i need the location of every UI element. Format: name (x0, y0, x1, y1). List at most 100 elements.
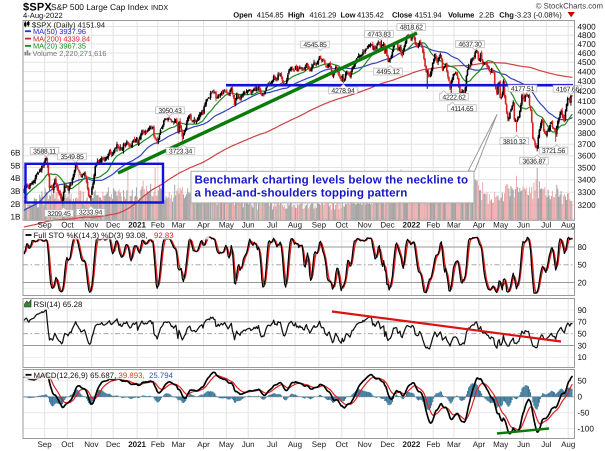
svg-text:4151.94: 4151.94 (415, 11, 442, 20)
svg-text:4161.29: 4161.29 (310, 11, 337, 20)
svg-text:50: 50 (578, 261, 588, 270)
svg-text:May: May (493, 220, 508, 229)
svg-text:4800: 4800 (578, 31, 597, 40)
svg-text:Jun: Jun (242, 440, 255, 449)
svg-text:2.2B: 2.2B (479, 11, 494, 20)
svg-text:3800: 3800 (578, 129, 597, 138)
svg-text:4177.51: 4177.51 (511, 86, 535, 93)
svg-text:4278.94: 4278.94 (331, 88, 355, 95)
svg-text:4100: 4100 (578, 97, 597, 106)
svg-text:Sep: Sep (312, 440, 327, 449)
svg-text:Apr: Apr (473, 220, 486, 229)
svg-text:4700: 4700 (578, 40, 597, 49)
svg-text:Apr: Apr (473, 440, 486, 449)
svg-text:May: May (493, 440, 508, 449)
svg-text:Oct: Oct (336, 220, 349, 229)
svg-text:4-Aug-2022: 4-Aug-2022 (23, 11, 63, 20)
svg-text:Feb: Feb (151, 440, 165, 449)
svg-text:INDX: INDX (151, 3, 168, 12)
svg-text:Apr: Apr (197, 440, 210, 449)
svg-text:Jun: Jun (517, 440, 530, 449)
svg-text:Volume: Volume (448, 11, 474, 20)
svg-text:4637.30: 4637.30 (458, 42, 482, 49)
svg-text:Benchmark charting levels belo: Benchmark charting levels below the neck… (195, 174, 469, 187)
svg-text:MA(50) 3937.96: MA(50) 3937.96 (33, 27, 86, 36)
svg-text:Sep: Sep (37, 220, 52, 229)
svg-text:4400: 4400 (578, 67, 597, 76)
svg-text:Dec: Dec (380, 220, 394, 229)
svg-text:4495.12: 4495.12 (376, 69, 400, 76)
svg-text:Open: Open (233, 11, 252, 20)
svg-text:4600: 4600 (578, 49, 597, 58)
svg-text:Dec: Dec (106, 440, 120, 449)
svg-text:-100: -100 (578, 424, 595, 433)
svg-text:4135.42: 4135.42 (357, 11, 384, 20)
svg-text:4B: 4B (10, 174, 21, 183)
svg-text:39.893,: 39.893, (119, 371, 145, 380)
svg-text:3636.87: 3636.87 (522, 158, 546, 165)
svg-text:Mar: Mar (172, 220, 186, 229)
svg-text:2021: 2021 (128, 220, 146, 229)
svg-text:Dec: Dec (106, 220, 120, 229)
svg-text:3400: 3400 (578, 175, 597, 184)
svg-text:Apr: Apr (197, 220, 210, 229)
svg-text:3300: 3300 (578, 188, 597, 197)
svg-text:0: 0 (578, 393, 583, 402)
svg-text:$SPX: $SPX (23, 2, 52, 14)
svg-text:4200: 4200 (578, 87, 597, 96)
svg-text:80: 80 (578, 243, 588, 252)
svg-text:2022: 2022 (403, 440, 421, 449)
svg-text:30: 30 (578, 341, 588, 350)
svg-text:Nov: Nov (358, 220, 372, 229)
svg-text:S&P 500 Large Cap Index: S&P 500 Large Cap Index (51, 2, 149, 12)
svg-text:Jun: Jun (517, 220, 530, 229)
svg-text:Sep: Sep (312, 220, 327, 229)
svg-text:1B: 1B (10, 213, 21, 222)
svg-text:MACD(12,26,9) 65.687,: MACD(12,26,9) 65.687, (34, 371, 117, 380)
svg-text:Jul: Jul (267, 220, 277, 229)
svg-text:4300: 4300 (578, 77, 597, 86)
svg-text:Feb: Feb (151, 220, 165, 229)
svg-text:-50: -50 (578, 409, 590, 418)
svg-text:3950.43: 3950.43 (158, 108, 182, 115)
svg-text:Close: Close (392, 11, 412, 20)
svg-text:Jul: Jul (267, 440, 277, 449)
svg-text:4114.65: 4114.65 (451, 106, 474, 113)
svg-text:Nov: Nov (84, 220, 98, 229)
svg-text:Low: Low (341, 11, 356, 20)
svg-text:3810.32: 3810.32 (503, 139, 527, 146)
svg-text:Aug: Aug (561, 220, 575, 229)
svg-text:92.83: 92.83 (154, 231, 174, 240)
svg-text:3549.85: 3549.85 (60, 154, 84, 161)
svg-text:50: 50 (578, 330, 588, 339)
svg-text:© StockCharts.com: © StockCharts.com (536, 2, 603, 11)
svg-text:Dec: Dec (380, 440, 394, 449)
svg-text:Full STO %K(14,3) %D(3) 93.08,: Full STO %K(14,3) %D(3) 93.08, (34, 231, 148, 240)
svg-text:Jun: Jun (242, 220, 255, 229)
svg-text:10: 10 (578, 353, 588, 362)
svg-text:Sep: Sep (37, 440, 52, 449)
svg-text:May: May (219, 440, 234, 449)
svg-text:-3.23 (-0.08%): -3.23 (-0.08%) (515, 11, 563, 20)
svg-text:RSI(14) 65.28: RSI(14) 65.28 (34, 300, 83, 309)
svg-text:20: 20 (578, 278, 588, 287)
svg-text:May: May (219, 220, 234, 229)
svg-text:3588.11: 3588.11 (33, 148, 56, 155)
svg-text:Jul: Jul (541, 220, 551, 229)
svg-text:Nov: Nov (84, 440, 98, 449)
svg-text:Oct: Oct (336, 440, 349, 449)
svg-text:3B: 3B (10, 187, 21, 196)
svg-text:Jul: Jul (541, 440, 551, 449)
svg-text:2021: 2021 (128, 440, 146, 449)
svg-text:2022: 2022 (403, 220, 421, 229)
svg-text:4545.85: 4545.85 (303, 42, 327, 49)
svg-text:Feb: Feb (426, 440, 440, 449)
svg-text:3723.34: 3723.34 (169, 149, 193, 156)
svg-text:Aug: Aug (288, 220, 302, 229)
svg-text:3900: 3900 (578, 118, 597, 127)
svg-text:4000: 4000 (578, 107, 597, 116)
svg-text:3721.56: 3721.56 (542, 148, 566, 155)
svg-text:MA(20) 3967.35: MA(20) 3967.35 (33, 42, 86, 51)
svg-text:Mar: Mar (447, 440, 461, 449)
svg-text:4500: 4500 (578, 58, 597, 67)
